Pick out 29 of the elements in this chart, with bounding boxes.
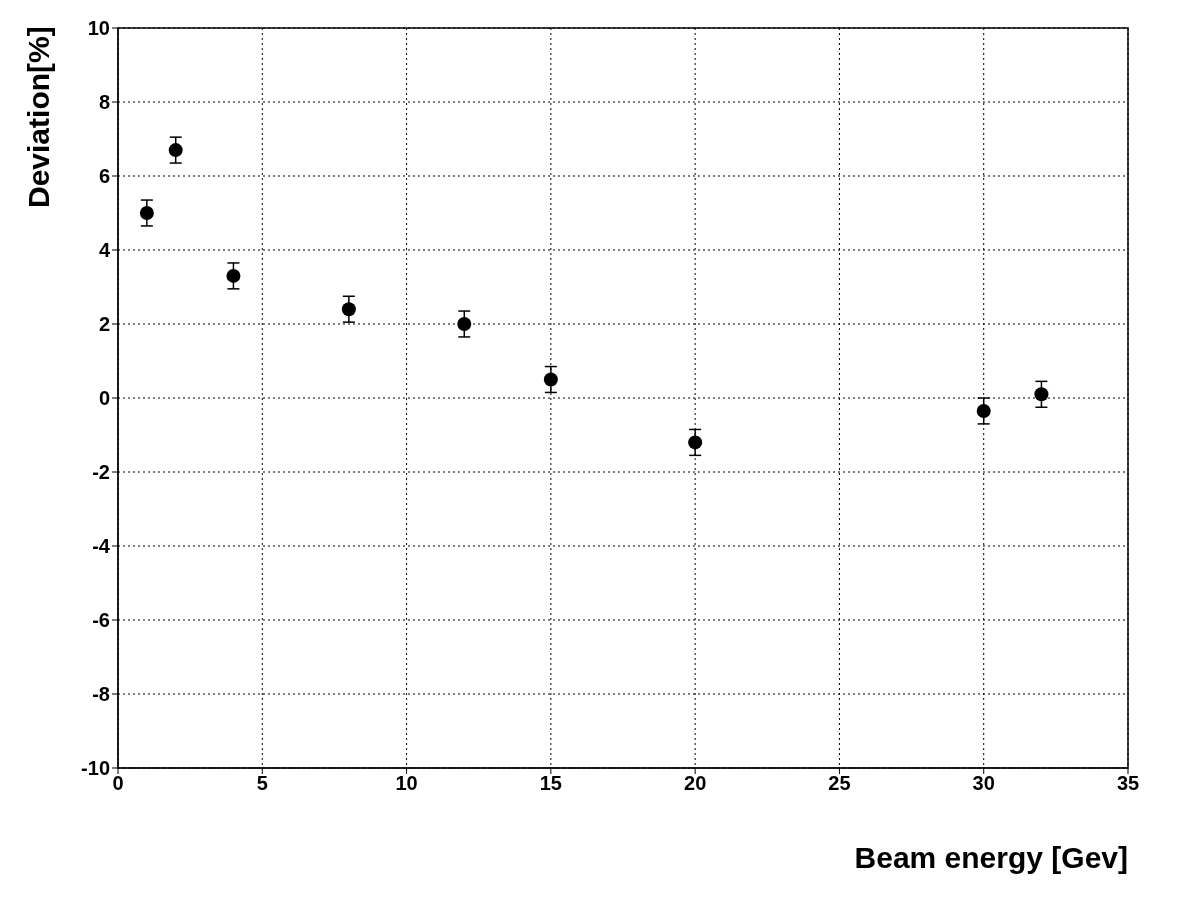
point — [226, 268, 241, 283]
point — [139, 206, 154, 220]
point — [976, 403, 991, 418]
x-tick-label: 5 — [256, 772, 268, 795]
y-axis-title: Deviation[%] — [22, 26, 56, 208]
x-tick-label: 10 — [395, 772, 418, 795]
y-tick-label: 10 — [87, 17, 110, 40]
x-axis-title: Beam energy [Gev] — [854, 841, 1128, 874]
y-tick-label: -10 — [81, 757, 110, 780]
y-tick-label: -8 — [92, 683, 110, 706]
y-tick-label: 2 — [98, 313, 110, 336]
x-tick-label: 15 — [539, 772, 562, 795]
x-tick-label: 30 — [972, 772, 995, 795]
x-tick-label: 20 — [684, 772, 707, 795]
point — [168, 143, 183, 158]
point — [688, 435, 703, 450]
y-tick-label: 4 — [98, 239, 111, 262]
y-tick-label: 0 — [98, 387, 110, 410]
y-tick-label: 8 — [98, 91, 110, 114]
y-tick-label: 6 — [98, 165, 110, 188]
point — [457, 317, 472, 331]
y-tick-label: -2 — [92, 461, 110, 484]
y-tick-label: -4 — [92, 535, 111, 558]
point — [341, 302, 356, 317]
point — [543, 372, 558, 387]
x-tick-label: 35 — [1116, 772, 1140, 795]
point — [1034, 387, 1049, 402]
x-tick-label: 25 — [828, 772, 851, 795]
y-tick-label: -6 — [92, 609, 110, 632]
